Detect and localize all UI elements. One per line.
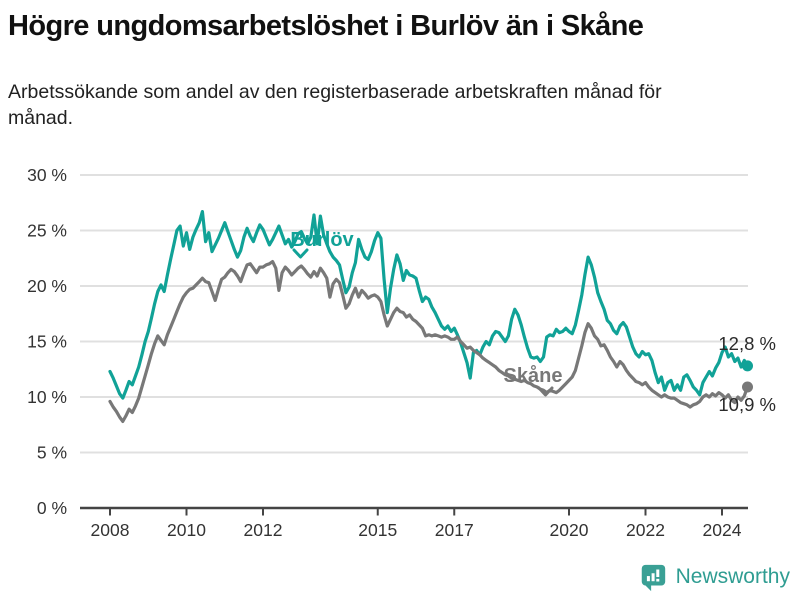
x-tick-label: 2017 xyxy=(435,520,474,540)
y-tick-label: 30 % xyxy=(27,165,67,185)
skane-end-value-label: 10,9 % xyxy=(718,394,776,415)
x-tick-label: 2008 xyxy=(91,520,130,540)
burlov-caret-icon xyxy=(292,248,309,259)
x-tick-label: 2015 xyxy=(358,520,397,540)
y-tick-label: 5 % xyxy=(37,443,67,463)
newsworthy-brand-link[interactable]: Newsworthy xyxy=(638,562,790,592)
page-title: Högre ungdomsarbetslöshet i Burlöv än i … xyxy=(8,10,644,42)
y-tick-label: 15 % xyxy=(27,332,67,352)
skane-series-label: Skåne xyxy=(504,364,563,387)
brand-name: Newsworthy xyxy=(675,565,790,588)
y-tick-label: 0 % xyxy=(37,498,67,518)
burlov-end-value-label: 12,8 % xyxy=(718,333,776,354)
x-tick-label: 2020 xyxy=(550,520,589,540)
x-tick-label: 2012 xyxy=(244,520,283,540)
burlov-series-label: Burlöv xyxy=(290,229,354,251)
burlov-end-dot xyxy=(742,360,753,372)
skane-line xyxy=(108,260,750,423)
x-tick-label: 2024 xyxy=(703,520,742,540)
x-tick-label: 2010 xyxy=(167,520,206,540)
y-tick-label: 10 % xyxy=(27,387,67,407)
chart-subtitle: Arbetssökande som andel av den registerb… xyxy=(8,81,662,129)
bar-chart-speech-bubble-icon xyxy=(641,564,665,592)
skane-end-dot xyxy=(742,381,753,393)
y-tick-label: 25 % xyxy=(27,221,67,241)
y-tick-label: 20 % xyxy=(27,276,67,296)
burlov-line xyxy=(108,210,750,400)
skane-caret-icon xyxy=(537,386,554,397)
x-tick-label: 2022 xyxy=(626,520,665,540)
